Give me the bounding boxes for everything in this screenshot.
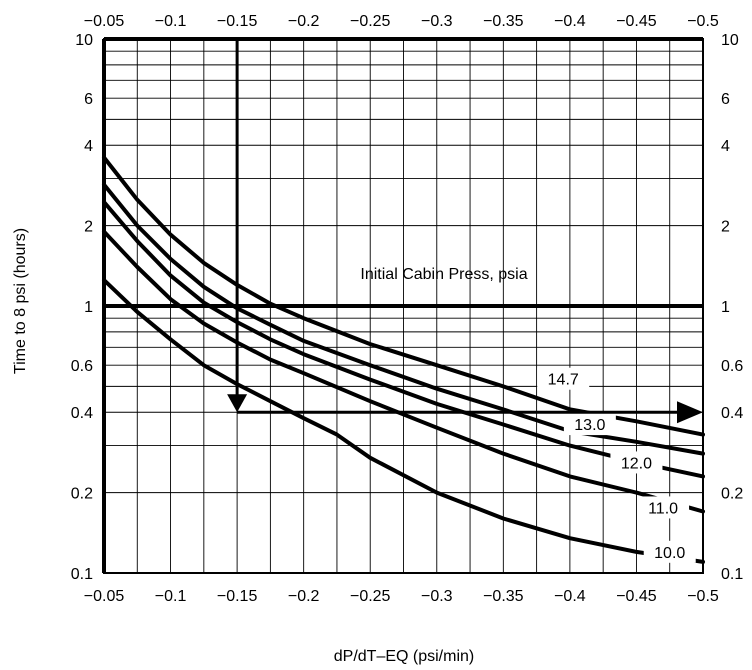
y-tick-label-right: 2 bbox=[721, 219, 730, 236]
y-tick-label-right: 0.1 bbox=[721, 566, 743, 583]
series-label-bg bbox=[643, 540, 696, 563]
series-label: 12.0 bbox=[621, 455, 652, 472]
x-tick-label-top: −0.25 bbox=[350, 13, 391, 30]
y-tick-label-left: 1 bbox=[84, 299, 93, 316]
y-tick-label-right: 10 bbox=[721, 32, 739, 49]
series-label-bg bbox=[537, 367, 590, 390]
y-tick-label-right: 6 bbox=[721, 91, 730, 108]
series-label: 14.7 bbox=[548, 372, 579, 389]
series-group: 14.7 13.0 12.0 11.0 10.0 bbox=[102, 155, 705, 564]
y-tick-label-right: 0.4 bbox=[721, 405, 743, 422]
example-path bbox=[227, 39, 703, 424]
series-line-14-7 bbox=[102, 155, 705, 437]
y-tick-label-left: 6 bbox=[84, 91, 93, 108]
series-label-bg bbox=[563, 413, 616, 436]
series-label-bg bbox=[610, 451, 663, 474]
x-tick-label-bottom: −0.05 bbox=[84, 588, 125, 605]
x-tick-label-top: −0.1 bbox=[155, 13, 187, 30]
series-label: 11.0 bbox=[648, 500, 678, 517]
y-tick-label-left: 0.1 bbox=[71, 566, 93, 583]
series-label: 10.0 bbox=[654, 545, 685, 562]
tick-labels: −0.05 −0.05 −0.1 −0.1 −0.15 −0.15 −0.2 −0.2 −0.2… bbox=[71, 13, 744, 605]
legend-title: Initial Cabin Press, psia bbox=[360, 266, 527, 283]
x-tick-label-top: −0.45 bbox=[616, 13, 657, 30]
x-tick-label-top: −0.2 bbox=[288, 13, 320, 30]
x-tick-label-top: −0.05 bbox=[84, 13, 125, 30]
reference-lines bbox=[102, 37, 703, 573]
x-tick-label-bottom: −0.4 bbox=[554, 588, 586, 605]
x-tick-label-bottom: −0.25 bbox=[350, 588, 391, 605]
y-tick-label-left: 0.6 bbox=[71, 358, 93, 375]
x-tick-label-top: −0.3 bbox=[421, 13, 453, 30]
y-axis-title: Time to 8 psi (hours) bbox=[12, 228, 29, 374]
x-tick-label-top: −0.5 bbox=[687, 13, 719, 30]
series-label-bg bbox=[637, 496, 690, 519]
y-tick-label-left: 0.2 bbox=[71, 486, 93, 503]
x-tick-label-bottom: −0.3 bbox=[421, 588, 453, 605]
series-label: 13.0 bbox=[574, 417, 605, 434]
x-axis-title: dP/dT–EQ (psi/min) bbox=[334, 648, 474, 665]
y-tick-label-left: 10 bbox=[75, 32, 93, 49]
series-line-12-0 bbox=[102, 200, 705, 479]
y-tick-label-right: 0.6 bbox=[721, 358, 743, 375]
arrowhead-right-icon bbox=[677, 401, 703, 424]
x-tick-label-bottom: −0.35 bbox=[483, 588, 524, 605]
arrowhead-down-icon bbox=[227, 394, 248, 413]
y-tick-label-left: 2 bbox=[84, 219, 93, 236]
y-tick-label-left: 0.4 bbox=[71, 405, 93, 422]
series-line-11-0 bbox=[102, 229, 705, 514]
y-tick-label-right: 1 bbox=[721, 299, 730, 316]
series-line-10-0 bbox=[102, 278, 705, 564]
x-tick-label-bottom: −0.1 bbox=[155, 588, 187, 605]
x-tick-label-bottom: −0.2 bbox=[288, 588, 320, 605]
x-tick-label-bottom: −0.45 bbox=[616, 588, 657, 605]
x-tick-label-top: −0.35 bbox=[483, 13, 524, 30]
y-tick-label-right: 0.2 bbox=[721, 486, 743, 503]
x-tick-label-bottom: −0.15 bbox=[217, 588, 258, 605]
y-tick-label-left: 4 bbox=[84, 138, 93, 155]
x-tick-label-top: −0.15 bbox=[217, 13, 258, 30]
x-tick-label-bottom: −0.5 bbox=[687, 588, 719, 605]
x-tick-label-top: −0.4 bbox=[554, 13, 586, 30]
y-tick-label-right: 4 bbox=[721, 138, 730, 155]
